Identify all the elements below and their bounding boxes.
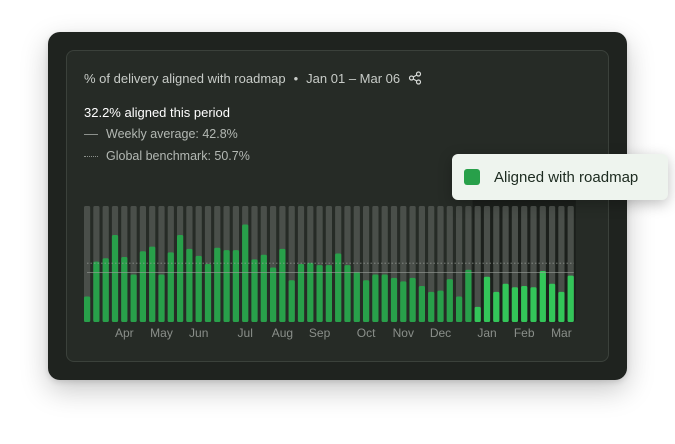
bar (549, 283, 556, 322)
month-tick-label: Oct (357, 326, 376, 340)
bar (456, 296, 463, 322)
bar (167, 252, 174, 322)
title-separator: • (293, 70, 299, 86)
bar (260, 254, 267, 322)
bar (130, 274, 137, 322)
month-tick-label: Jul (238, 326, 253, 340)
bar (428, 291, 435, 322)
bar (149, 246, 156, 322)
bar (465, 269, 472, 322)
bar (111, 235, 119, 322)
month-tick-label: Feb (514, 326, 535, 340)
bar (363, 280, 370, 322)
chart-title: % of delivery aligned with roadmap (84, 70, 286, 86)
bar (539, 270, 546, 322)
bar (381, 274, 388, 322)
bar (232, 250, 239, 322)
bar (325, 265, 332, 322)
bar (335, 253, 342, 322)
bar (316, 265, 323, 322)
bar (437, 290, 444, 322)
bar (483, 276, 491, 322)
month-tick-label: Sep (309, 326, 331, 340)
bar-track (474, 206, 481, 322)
bar (353, 272, 360, 322)
bar (297, 264, 305, 322)
month-tick-label: Nov (393, 326, 414, 340)
month-tick-label: Jun (189, 326, 208, 340)
bar (502, 283, 509, 322)
solid-line-swatch (84, 133, 98, 135)
bar (121, 257, 128, 322)
bar (270, 267, 277, 322)
tooltip-series-label: Aligned with roadmap (494, 168, 639, 186)
bar (409, 277, 416, 322)
bar (400, 281, 407, 322)
bar (158, 274, 165, 322)
month-tick-label: Mar (551, 326, 572, 340)
bar (288, 280, 295, 322)
aligned-headline: 32.2% aligned this period (84, 105, 230, 120)
share-icon[interactable] (408, 71, 422, 85)
bar (242, 224, 249, 322)
bar (521, 286, 528, 322)
month-tick-label: Aug (272, 326, 293, 340)
series-tooltip: Aligned with roadmap (452, 154, 668, 200)
bar (446, 279, 453, 322)
bar (102, 258, 109, 322)
bar (390, 277, 398, 322)
month-tick-label: Jan (477, 326, 496, 340)
bar-track (84, 206, 91, 322)
bar (84, 296, 91, 322)
bar (195, 255, 202, 322)
bar-track (456, 206, 463, 322)
bar (418, 286, 425, 322)
bar (474, 306, 481, 322)
weekly-average-legend: Weekly average: 42.8% (84, 126, 238, 142)
bar (493, 291, 500, 322)
bar (372, 274, 379, 322)
bar (204, 264, 212, 322)
dashboard-widget: % of delivery aligned with roadmap • Jan… (48, 32, 668, 380)
bar (307, 262, 314, 322)
bar-chart: Apr May Jun Jul Aug Sep Oct Nov Dec Jan Feb Mar (84, 184, 576, 340)
bar (177, 235, 184, 322)
global-benchmark-legend: Global benchmark: 50.7% (84, 148, 250, 164)
bar (530, 287, 537, 322)
date-range[interactable]: Jan 01 – Mar 06 (306, 70, 401, 86)
month-tick-label: Apr (115, 326, 134, 340)
bar (186, 248, 193, 322)
bar (344, 265, 351, 322)
series-color-swatch (464, 169, 480, 185)
bar (567, 275, 574, 322)
global-benchmark-label: Global benchmark: 50.7% (106, 149, 250, 163)
dotted-line-swatch (84, 155, 98, 157)
bar (139, 251, 146, 322)
bar (251, 259, 258, 322)
bar (511, 287, 518, 322)
month-tick-label: May (150, 326, 173, 340)
bar (279, 248, 286, 322)
bar (214, 247, 221, 322)
bar (93, 261, 100, 322)
card-header: % of delivery aligned with roadmap • Jan… (84, 68, 422, 88)
month-tick-label: Dec (430, 326, 451, 340)
bar (558, 291, 565, 322)
weekly-average-label: Weekly average: 42.8% (106, 127, 238, 141)
bar (223, 250, 230, 322)
chart-card: % of delivery aligned with roadmap • Jan… (66, 50, 609, 362)
